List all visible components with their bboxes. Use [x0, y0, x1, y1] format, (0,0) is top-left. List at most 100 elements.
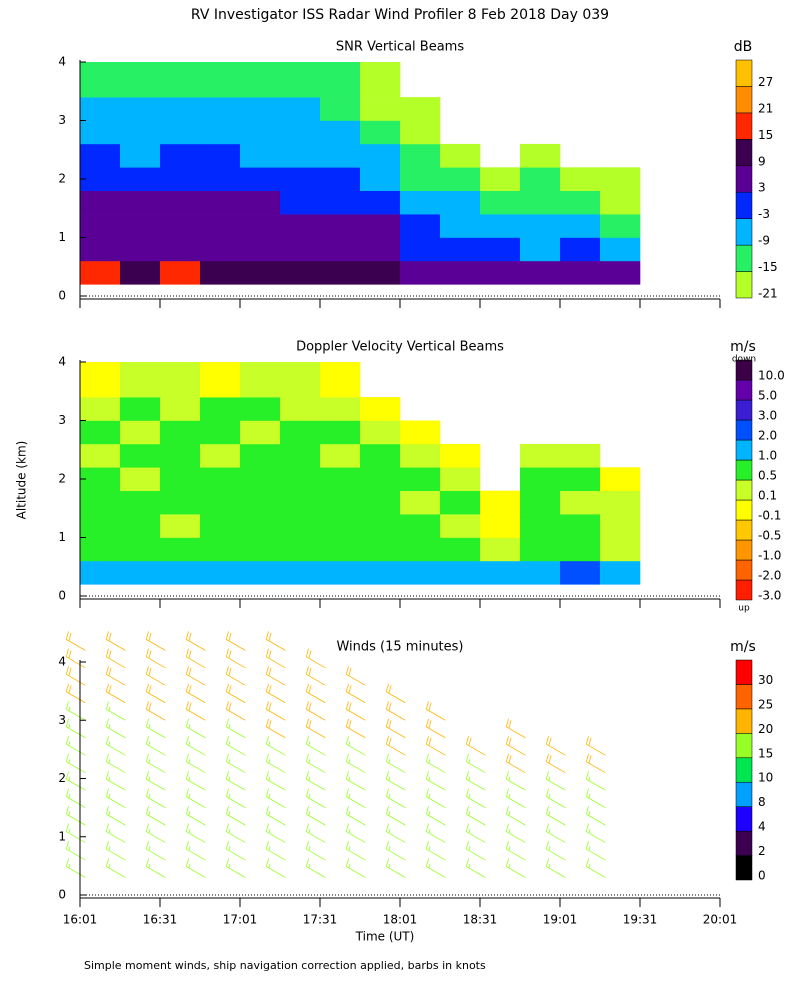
panel-title: Winds (15 minutes): [336, 640, 463, 655]
barb-path: [305, 788, 326, 808]
heat-cell: [600, 237, 641, 262]
panel-title: SNR Vertical Beams: [336, 40, 464, 55]
heat-cell: [120, 443, 161, 468]
barb-path: [265, 648, 286, 669]
barb-path: [305, 806, 326, 826]
heat-cell: [280, 560, 321, 585]
wind-barb: [425, 806, 446, 826]
heat-cell: [440, 490, 481, 515]
wind-barb: [185, 823, 206, 843]
x-axis-label: Time (UT): [355, 930, 415, 944]
wind-barb: [145, 858, 166, 878]
wind-barb: [425, 718, 446, 739]
wind-barb: [65, 806, 86, 826]
wind-barb: [305, 858, 326, 878]
barb-path: [185, 648, 206, 669]
heat-cell: [160, 537, 201, 562]
wind-barb: [185, 753, 206, 774]
colorbar-label: 0: [758, 869, 766, 883]
wind-barb: [385, 701, 406, 721]
wind-barb: [385, 736, 406, 756]
y-tick-label: 3: [58, 413, 66, 427]
heat-cell: [80, 62, 121, 98]
heat-cell: [240, 514, 281, 538]
barb-path: [425, 771, 446, 791]
barb-path: [105, 648, 126, 669]
wind-barb: [545, 858, 566, 878]
heat-cell: [80, 190, 121, 215]
heat-cell: [80, 467, 121, 491]
wind-barb: [465, 823, 486, 843]
wind-barb: [505, 858, 526, 878]
heat-cell: [240, 237, 281, 262]
heat-cell: [360, 490, 401, 515]
colorbar-unit: m/s: [730, 639, 756, 655]
heat-cell: [480, 260, 521, 285]
barb-path: [265, 806, 286, 826]
wind-barb: [105, 683, 126, 704]
heat-cell: [160, 143, 201, 168]
wind-barb: [505, 753, 526, 774]
heat-cell: [440, 467, 481, 491]
heat-cell: [120, 120, 161, 145]
colorbar-band: [735, 539, 753, 561]
heat-cell: [480, 490, 521, 515]
heat-cell: [560, 190, 601, 215]
wind-barb: [105, 841, 126, 861]
y-tick-label: 0: [58, 289, 66, 303]
wind-barb: [385, 841, 406, 861]
barb-path: [385, 753, 406, 774]
barb-path: [425, 753, 446, 774]
heat-cell: [440, 537, 481, 562]
colorbar-label: 8: [758, 795, 766, 809]
barb-path: [185, 858, 206, 878]
heat-cell: [80, 514, 121, 538]
barb-path: [65, 718, 86, 739]
barb-path: [385, 806, 406, 826]
barb-path: [425, 788, 446, 808]
heat-cell: [120, 143, 161, 168]
wind-barb: [505, 841, 526, 861]
heat-cell: [440, 143, 481, 168]
colorbar-label: -15: [758, 260, 778, 274]
heat-cell: [280, 362, 321, 398]
heat-cell: [240, 420, 281, 445]
colorbar-label: 4: [758, 820, 766, 834]
barb-path: [305, 666, 326, 686]
colorbar-label: 27: [758, 75, 773, 89]
barb-path: [505, 823, 526, 843]
wind-barb: [105, 823, 126, 843]
barb-path: [545, 736, 566, 756]
barb-path: [265, 753, 286, 774]
colorbar-band: [735, 165, 753, 193]
colorbar-band: [735, 399, 753, 421]
barb-path: [505, 806, 526, 826]
barb-path: [385, 736, 406, 756]
wind-barb: [305, 771, 326, 791]
barb-path: [585, 736, 606, 756]
heat-cell: [240, 560, 281, 585]
wind-barb: [385, 788, 406, 808]
heat-cell: [200, 237, 241, 262]
wind-barb: [265, 718, 286, 739]
barb-path: [585, 823, 606, 843]
wind-barb: [65, 666, 86, 686]
colorbar-label: 3: [758, 181, 766, 195]
barb-path: [345, 788, 366, 808]
heat-cell: [280, 420, 321, 445]
heat-cell: [280, 490, 321, 515]
wind-barb: [145, 806, 166, 826]
y-tick-label: 2: [58, 472, 66, 486]
heat-cell: [160, 120, 201, 145]
wind-barb: [225, 806, 246, 826]
barb-path: [145, 701, 166, 721]
barb-path: [225, 806, 246, 826]
heat-cell: [200, 214, 241, 238]
barb-path: [105, 806, 126, 826]
wind-barb: [585, 806, 606, 826]
heat-cell: [520, 537, 561, 562]
heat-cell: [520, 237, 561, 262]
barb-path: [465, 823, 486, 843]
barb-path: [385, 858, 406, 878]
heat-cell: [320, 214, 361, 238]
